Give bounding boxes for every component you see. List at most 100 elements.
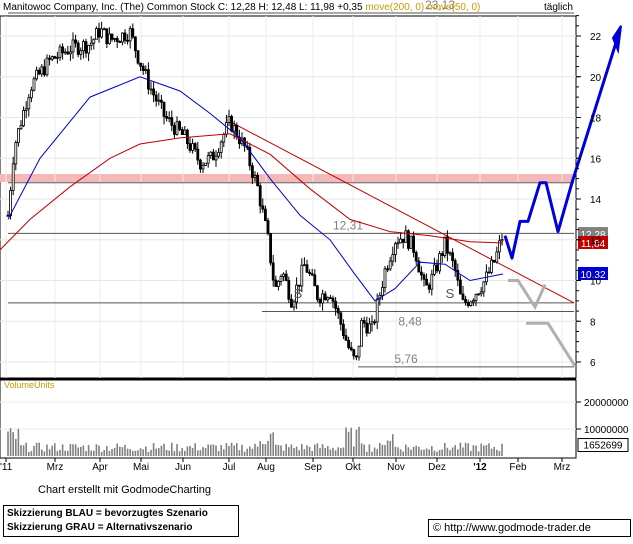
candle-body (219, 141, 223, 153)
candle-body (300, 264, 304, 287)
candle-body (128, 28, 132, 42)
volume-bar (246, 448, 248, 456)
x-tick-label: Feb (509, 462, 527, 473)
volume-bar (41, 449, 43, 456)
volume-tick-label: 20000000 (584, 398, 629, 409)
candle-body (56, 56, 59, 59)
volume-bar (438, 449, 441, 456)
candle-body (495, 251, 499, 263)
ma200-line (0, 133, 504, 251)
volume-title: VolumeUnits (4, 380, 55, 390)
candle-body (123, 32, 127, 41)
candle-body (276, 280, 280, 287)
candle-body (232, 124, 236, 132)
candle-body (354, 355, 358, 358)
volume-bar (457, 449, 459, 456)
volume-bar (233, 445, 235, 456)
candle-body (191, 143, 195, 151)
ma50-legend: move(50, 0) (427, 2, 481, 13)
volume-bar (334, 450, 337, 456)
volume-bar (139, 448, 142, 456)
volume-bar (298, 450, 300, 456)
candle-body (282, 273, 286, 277)
price-tag (578, 236, 608, 250)
volume-bar (280, 445, 282, 456)
candle-body (404, 230, 408, 243)
volume-bar (230, 442, 233, 456)
volume-bar (379, 442, 381, 456)
x-tick-label: '11 (0, 462, 13, 473)
volume-bar (132, 450, 134, 456)
volume-bar (241, 444, 243, 456)
volume-bar (158, 448, 160, 456)
y-tick-label: 6 (590, 358, 596, 369)
candle-body (211, 151, 215, 161)
candle-body (201, 164, 205, 170)
volume-bar (181, 447, 183, 456)
volume-bar (433, 450, 436, 456)
volume-bar (77, 447, 79, 456)
volume-bar (85, 451, 87, 456)
volume-bar (82, 445, 85, 456)
candle-body (412, 235, 416, 253)
volume-bar (353, 446, 355, 456)
candle-body (386, 268, 390, 271)
candle-body (406, 230, 410, 249)
source-link[interactable]: © http://www.godmode-trader.de (428, 519, 631, 537)
candle-body (159, 99, 163, 103)
level-label: 8,48 (398, 314, 422, 328)
candle-body (443, 236, 447, 256)
volume-bar (215, 445, 217, 456)
volume-bar (358, 426, 360, 456)
candle-body (274, 279, 278, 287)
volume-bar (178, 451, 181, 456)
candle-body (6, 214, 10, 217)
volume-bar (295, 446, 298, 456)
volume-bar (254, 443, 256, 456)
candle-body (401, 238, 405, 243)
volume-bar (444, 442, 446, 456)
candle-body (172, 124, 176, 135)
volume-bar (228, 445, 230, 456)
y-tick-label: 12 (590, 236, 602, 247)
blue-scenario-path (503, 29, 622, 260)
candle-body (362, 320, 366, 324)
candle-body (469, 301, 473, 307)
candle-body (497, 240, 501, 253)
candle-body (35, 69, 38, 80)
candle-body (331, 297, 335, 302)
candle-body (162, 101, 166, 117)
volume-bar (436, 451, 438, 456)
candle-body (445, 236, 449, 254)
gray-scenario-path (526, 321, 577, 367)
volume-bar (321, 444, 324, 456)
candle-body (74, 39, 77, 44)
candle-body (141, 65, 145, 72)
candle-body (396, 242, 400, 245)
candle-body (154, 94, 158, 102)
volume-bar (262, 443, 264, 456)
candle-body (250, 165, 254, 178)
candle-body (224, 122, 228, 135)
candle-body (115, 37, 119, 42)
volume-bar (113, 447, 116, 456)
volume-bar (108, 450, 111, 456)
candle-body (45, 57, 49, 76)
volume-bar (87, 445, 90, 456)
x-tick-label: Aug (257, 462, 275, 473)
volume-bar (119, 446, 121, 456)
candle-body (43, 66, 46, 76)
volume-bar (420, 449, 423, 456)
candle-body (53, 56, 57, 59)
volume-bar (38, 442, 40, 456)
candle-body (206, 155, 210, 164)
volume-bar (477, 451, 480, 456)
candle-body (48, 57, 51, 60)
volume-bar (100, 451, 103, 456)
volume-bar (329, 449, 332, 456)
level-label: 5,76 (394, 352, 418, 366)
volume-bar (12, 432, 14, 456)
volume-bar (441, 449, 443, 456)
volume-bar (415, 445, 417, 456)
volume-bar (116, 443, 118, 456)
